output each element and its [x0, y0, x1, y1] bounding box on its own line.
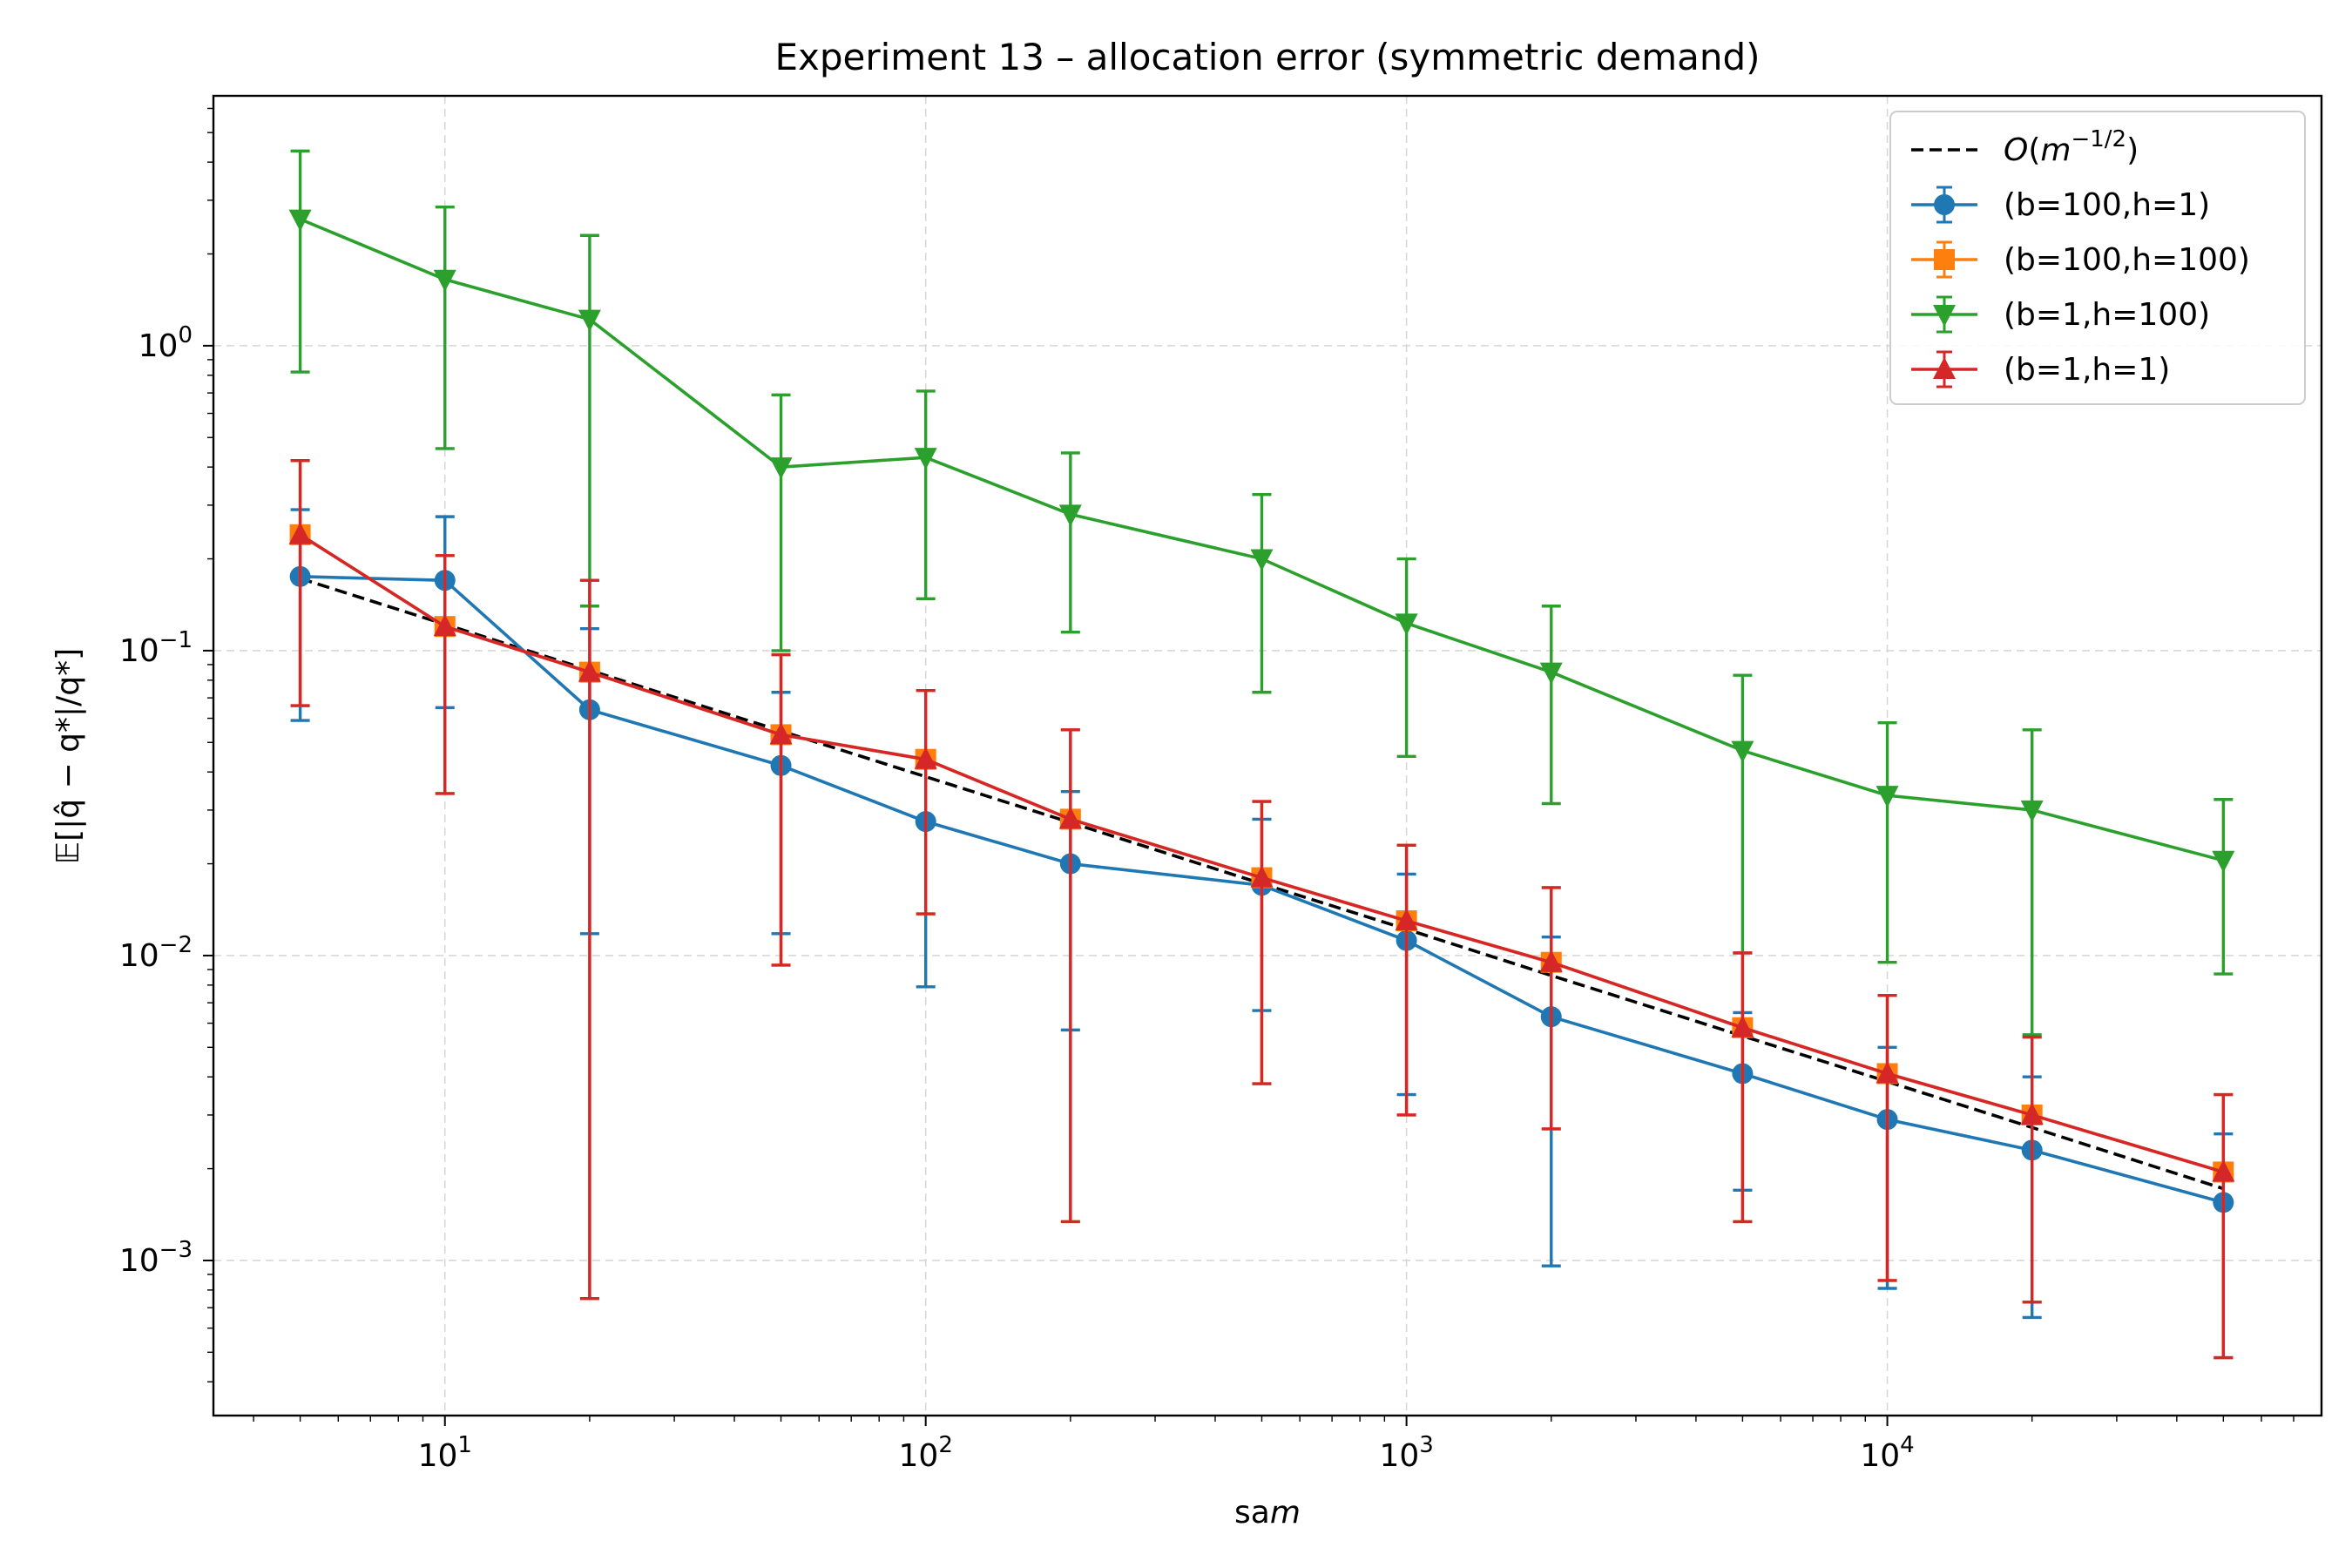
plot-frame	[212, 94, 2323, 1417]
legend-swatch-marker	[1934, 194, 1955, 215]
data-point	[578, 659, 601, 682]
data-point	[1731, 740, 1754, 763]
x-tick-label: 102	[899, 1432, 953, 1474]
data-point	[1731, 1015, 1754, 1037]
series-(b=1,h=1)	[288, 459, 2235, 1360]
data-point	[1250, 549, 1274, 571]
data-point	[1876, 786, 1899, 808]
data-point	[914, 448, 937, 470]
chart-title: Experiment 13 – allocation error (symmet…	[774, 36, 1760, 78]
legend-label: (b=100,h=1)	[2004, 187, 2210, 223]
plot-data	[288, 149, 2235, 1360]
legend-label: (b=1,h=1)	[2004, 352, 2170, 388]
data-point	[1876, 1061, 1899, 1084]
data-point	[578, 309, 601, 332]
data-point	[1395, 909, 1418, 931]
data-point	[288, 522, 312, 544]
y-tick-label: 10−3	[119, 1237, 193, 1279]
data-point	[2020, 800, 2044, 822]
legend-swatch-marker	[1934, 249, 1955, 270]
y-tick-label: 10−1	[119, 627, 193, 669]
y-tick-label: 10−2	[119, 932, 193, 974]
legend-box	[1889, 111, 2306, 405]
data-point	[2020, 1102, 2044, 1125]
data-point	[2212, 1159, 2235, 1182]
legend-swatch-marker	[1933, 305, 1956, 327]
data-point	[769, 457, 793, 480]
data-point	[1539, 662, 1563, 685]
data-point	[2212, 850, 2235, 873]
x-tick-label: 103	[1379, 1432, 1433, 1474]
data-point	[1395, 613, 1418, 636]
x-tick-label: 101	[418, 1432, 472, 1474]
axis-ticks: 101 102 103 104 100 10−1 10−2 10−3	[119, 107, 2295, 1474]
data-point	[433, 614, 456, 637]
data-point	[433, 269, 456, 292]
series-(b=1,h=100)	[288, 149, 2235, 1037]
data-point	[1250, 865, 1274, 888]
data-point	[1539, 950, 1563, 972]
y-tick-label: 100	[139, 322, 193, 364]
data-point	[288, 209, 312, 232]
data-point	[914, 747, 937, 769]
legend-label: (b=100,h=100)	[2004, 242, 2250, 278]
legend-swatch-marker	[1933, 357, 1956, 379]
y-axis-label: 𝔼[|q̂ − q*|/q*]	[51, 648, 86, 864]
x-tick-label: 104	[1860, 1432, 1914, 1474]
data-point	[1058, 807, 1082, 829]
legend-reference-label: O(m−1/2)	[2004, 126, 2139, 168]
data-point	[1058, 504, 1082, 527]
x-axis-label: sam	[1234, 1495, 1301, 1531]
legend: O(m−1/2) (b=100,h=1) (b=100,h=100) (b=1,h=1…	[1889, 111, 2306, 405]
data-point	[769, 722, 793, 745]
legend-label: (b=1,h=100)	[2004, 297, 2210, 333]
